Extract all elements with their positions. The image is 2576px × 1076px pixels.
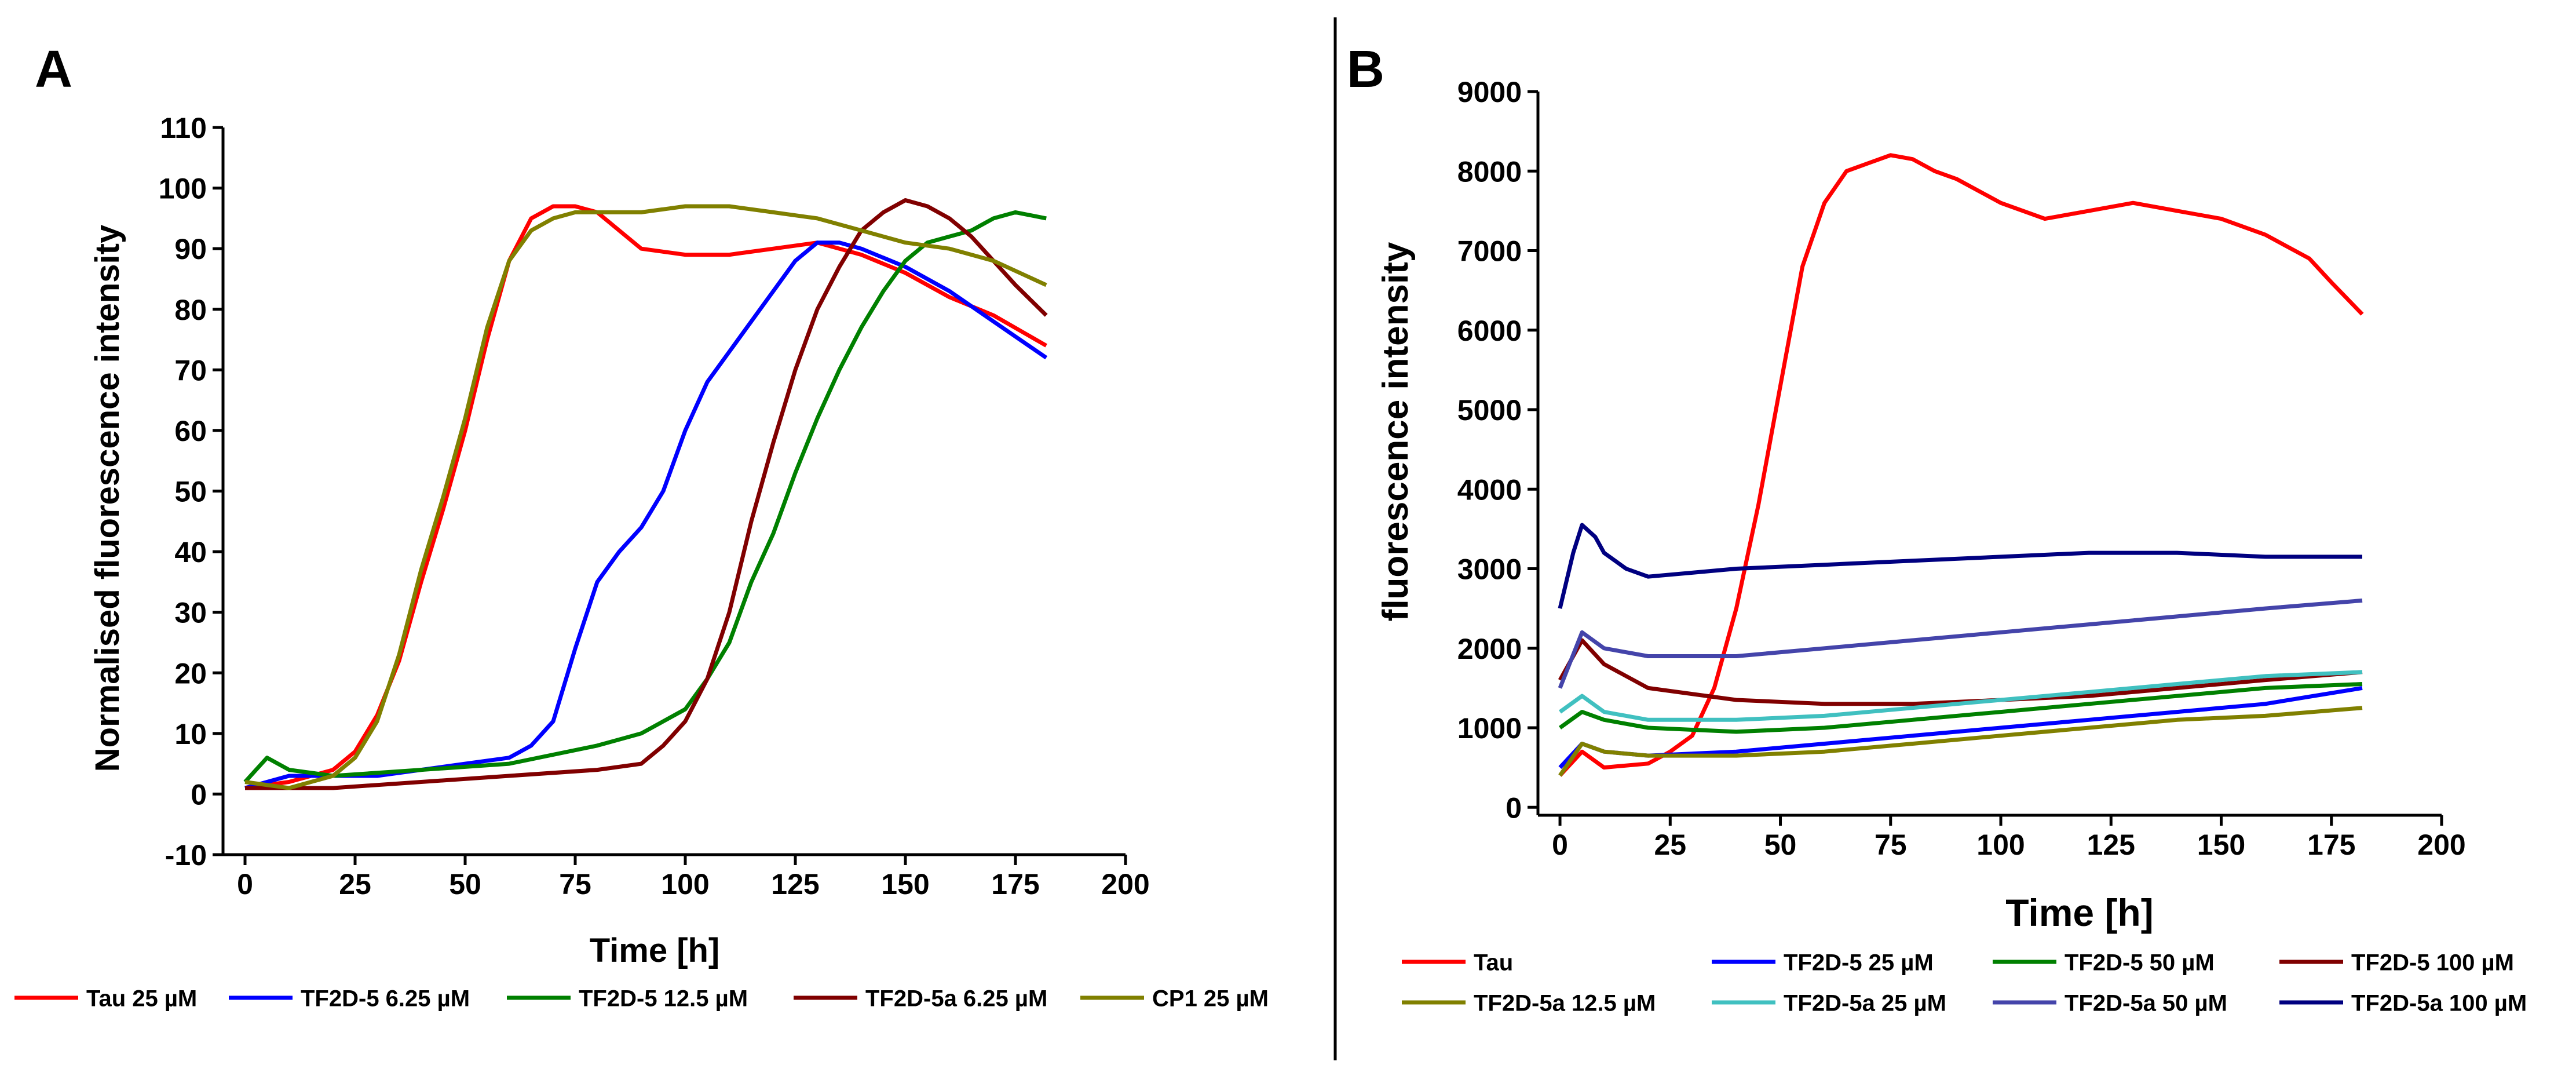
y-tick-label: 0	[1506, 792, 1522, 824]
x-tick-label: 25	[339, 868, 371, 900]
x-tick-label: 100	[1976, 829, 2025, 861]
y-tick-label: 90	[174, 233, 207, 265]
y-tick-label: 6000	[1457, 315, 1522, 347]
x-tick-label: 200	[2417, 829, 2465, 861]
legend-label: TF2D-5a 25 µM	[1784, 990, 1946, 1016]
panel-a-label: A	[35, 41, 72, 99]
panel-a: A Normalised fluorescence intensity Time…	[14, 41, 1269, 1011]
panel-a-y-axis-title: Normalised fluorescence intensity	[89, 225, 126, 772]
y-tick-label: 2000	[1457, 633, 1522, 665]
legend-label: Tau 25 µM	[86, 986, 197, 1011]
x-tick-label: 175	[991, 868, 1039, 900]
legend-label: Tau	[1474, 950, 1513, 975]
series-line	[1558, 638, 2363, 706]
y-tick-label: 110	[160, 112, 207, 144]
panel-b-x-axis-title: Time [h]	[2005, 891, 2153, 934]
legend-label: TF2D-5a 6.25 µM	[865, 986, 1047, 1011]
y-tick-label: 70	[174, 354, 207, 386]
legend-label: TF2D-5 12.5 µM	[579, 986, 748, 1011]
y-tick-label: 9000	[1457, 76, 1522, 108]
x-tick-label: 75	[1875, 829, 1907, 861]
x-tick-label: 200	[1101, 868, 1149, 900]
y-tick-label: 10	[174, 718, 207, 750]
legend-label: TF2D-5 6.25 µM	[301, 986, 470, 1011]
x-tick-label: 125	[771, 868, 819, 900]
series-line	[1558, 598, 2363, 689]
y-tick-label: -10	[165, 839, 207, 871]
x-tick-label: 175	[2307, 829, 2355, 861]
y-tick-label: 4000	[1457, 473, 1522, 506]
series-line	[1558, 153, 2364, 777]
y-tick-label: 30	[174, 597, 207, 629]
legend-label: TF2D-5 100 µM	[2351, 950, 2514, 975]
y-tick-label: 8000	[1457, 155, 1522, 188]
panel-a-plot: 0 25 50 75 100 125 150 175 200 -10 0 10 20 30 40 50 60 70…	[159, 112, 1150, 900]
legend-label: TF2D-5 25 µM	[1784, 950, 1934, 975]
y-tick-label: 20	[174, 657, 207, 690]
series-line	[1558, 670, 2363, 722]
y-tick-label: 80	[174, 294, 207, 326]
x-tick-label: 50	[1764, 829, 1797, 861]
y-tick-label: 60	[174, 415, 207, 447]
x-tick-label: 0	[1552, 829, 1568, 861]
panel-b-label: B	[1347, 41, 1384, 99]
panel-a-x-axis-title: Time [h]	[590, 932, 720, 969]
x-tick-label: 150	[881, 868, 929, 900]
y-tick-label: 100	[159, 173, 207, 205]
series-line	[1558, 706, 2363, 777]
x-tick-label: 150	[2197, 829, 2245, 861]
x-tick-label: 75	[559, 868, 591, 900]
legend-label: TF2D-5a 50 µM	[2065, 990, 2227, 1016]
panel-b-legend: Tau TF2D-5 25 µM TF2D-5 50 µM TF2D-5 100 µM…	[1402, 950, 2527, 1016]
legend-label: TF2D-5a 100 µM	[2351, 990, 2527, 1016]
x-tick-label: 0	[237, 868, 253, 900]
y-tick-label: 7000	[1457, 235, 1522, 268]
panel-b-plot: 0 25 50 75 100 125 150 175 200010002000300040005…	[1457, 76, 2466, 861]
y-tick-label: 40	[174, 536, 207, 568]
y-tick-label: 0	[191, 778, 207, 811]
y-tick-label: 1000	[1457, 712, 1522, 745]
x-tick-label: 25	[1654, 829, 1686, 861]
legend-label: CP1 25 µM	[1152, 986, 1269, 1011]
series-line	[244, 204, 1047, 790]
series-line	[1558, 682, 2363, 734]
x-tick-label: 100	[661, 868, 709, 900]
panel-b: B fluorescence intensity Time [h] 0 25 50 7…	[1347, 41, 2527, 1016]
panel-a-legend: Tau 25 µM TF2D-5 6.25 µM TF2D-5 12.5 µM TF2…	[14, 986, 1269, 1011]
legend-label: TF2D-5a 12.5 µM	[1474, 990, 1656, 1016]
x-tick-label: 125	[2087, 829, 2135, 861]
panel-b-y-axis-title: fluorescence intensity	[1376, 242, 1416, 621]
series-line	[243, 210, 1047, 783]
y-tick-label: 3000	[1457, 553, 1522, 586]
x-tick-label: 50	[449, 868, 481, 900]
series-line	[1558, 523, 2362, 609]
y-tick-label: 50	[174, 476, 207, 508]
legend-label: TF2D-5 50 µM	[2065, 950, 2215, 975]
y-tick-label: 5000	[1457, 394, 1522, 426]
series-line	[245, 198, 1048, 790]
